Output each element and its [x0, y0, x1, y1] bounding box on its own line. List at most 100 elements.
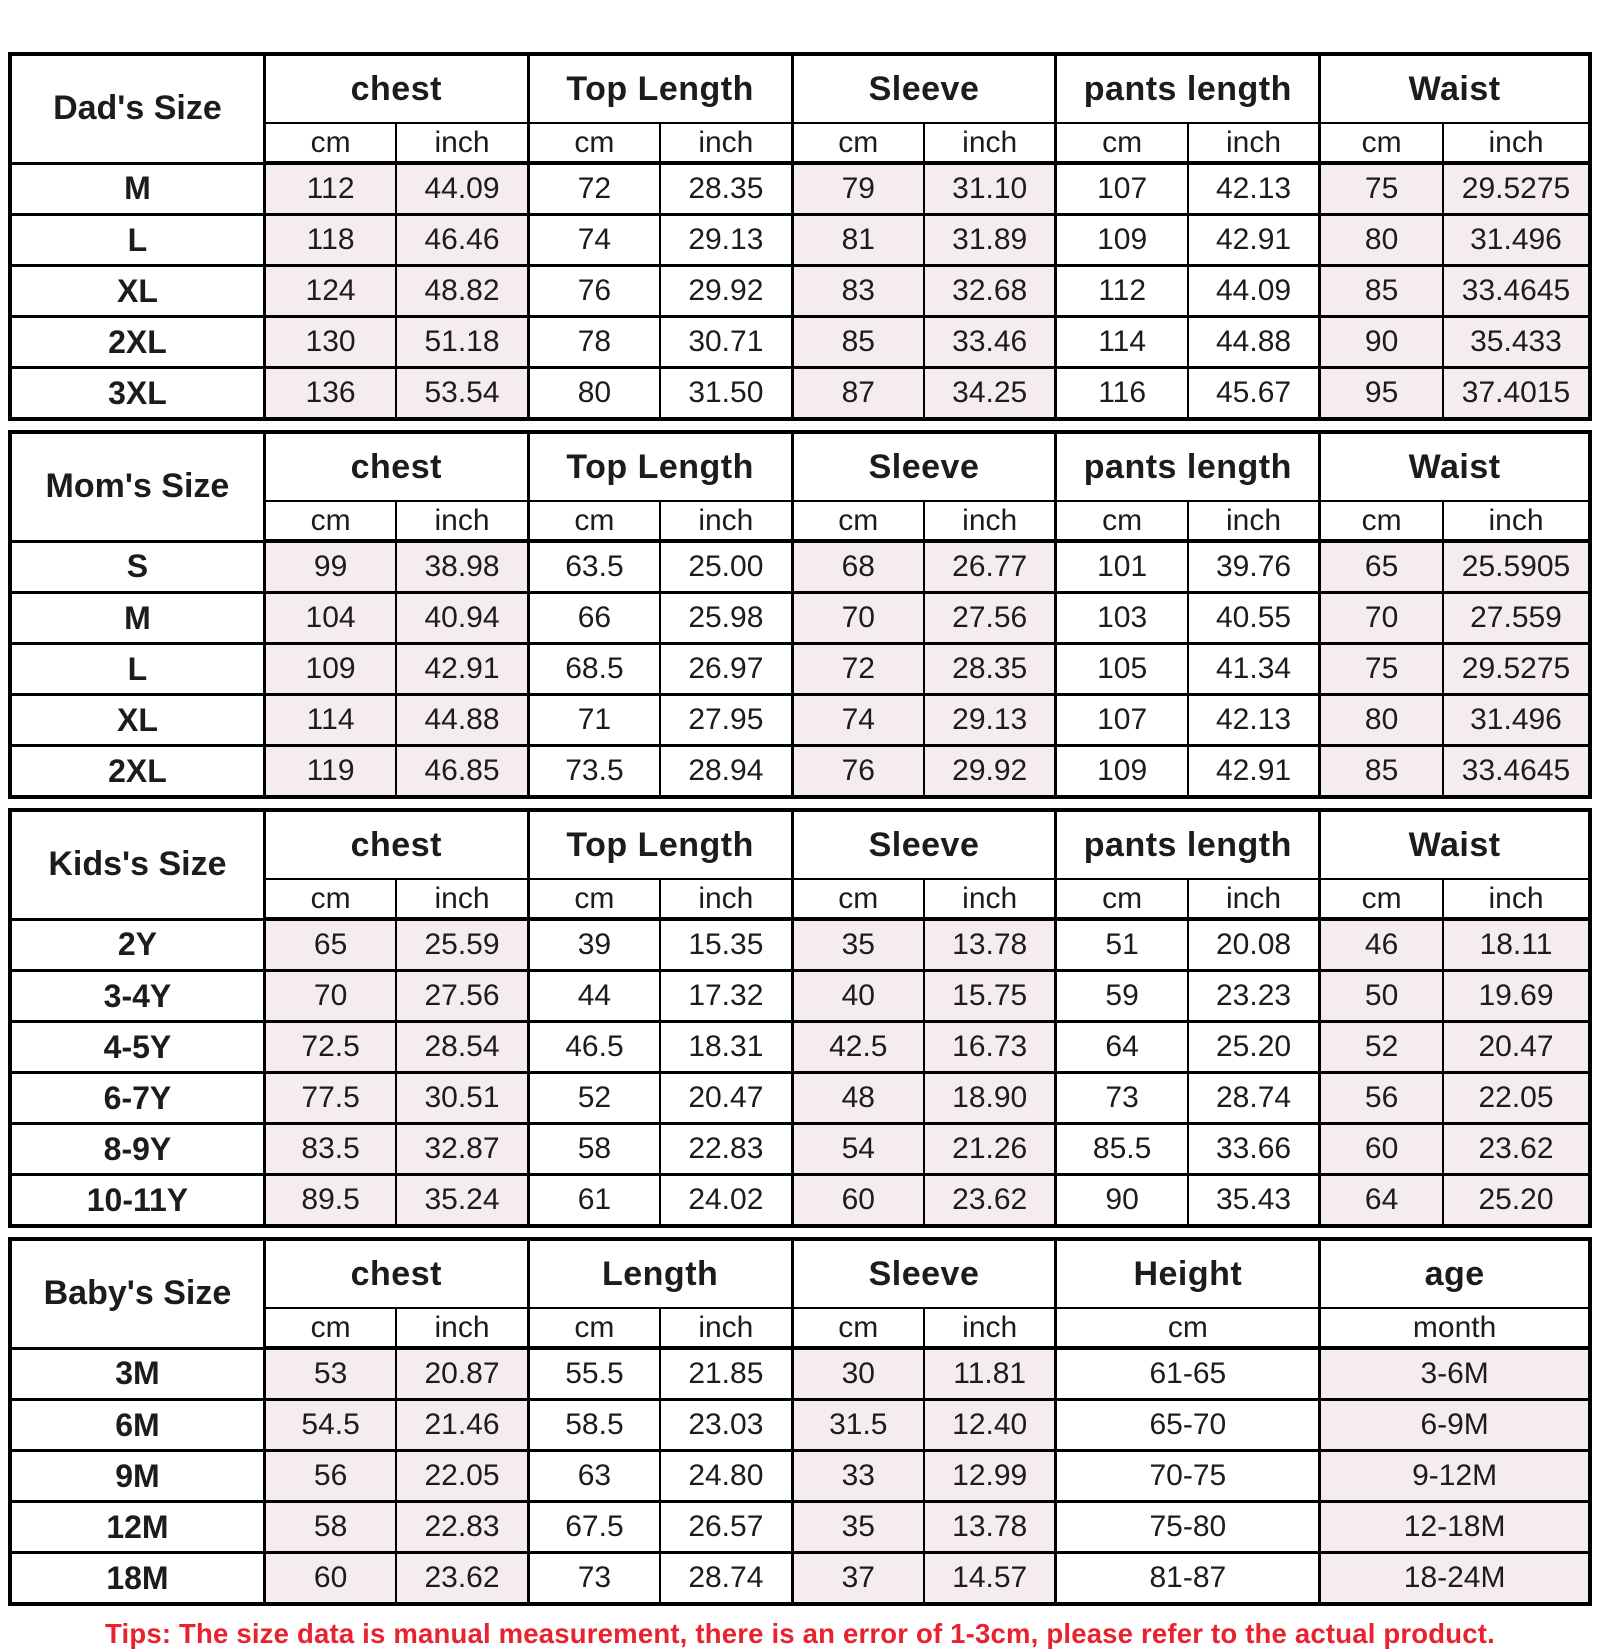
value-cell: 75-80	[1054, 1500, 1321, 1554]
value-cell: 70	[1318, 591, 1444, 645]
table-row: 8-9Y 83.5 32.87 58 22.83 54 21.26 85.5 33.66 60 23…	[8, 1122, 1592, 1176]
table-row: 3XL 136 53.54 80 31.50 87 34.25 116 45.67 95 37.40…	[8, 366, 1592, 420]
value-cell: 29.13	[659, 213, 794, 267]
value-cell: 73	[1054, 1071, 1189, 1125]
value-cell: 58	[262, 1500, 398, 1554]
row-size-label: 2XL	[8, 315, 266, 369]
value-cell: 101	[1054, 539, 1189, 594]
unit-header: cm	[790, 500, 925, 543]
value-cell: 26.77	[922, 539, 1057, 594]
value-cell: 28.35	[659, 161, 794, 216]
value-cell: 44.88	[395, 693, 530, 747]
value-cell: 52	[526, 1071, 662, 1125]
column-group-header: Length	[526, 1238, 794, 1309]
value-cell: 27.95	[659, 693, 794, 747]
table-row: 3-4Y 70 27.56 44 17.32 40 15.75 59 23.23 50 19.69	[8, 969, 1592, 1023]
value-cell: 83.5	[262, 1122, 398, 1176]
value-cell: 65-70	[1054, 1398, 1321, 1452]
value-cell: 48	[790, 1071, 925, 1125]
value-cell: 99	[262, 539, 398, 594]
column-group-header: age	[1318, 1238, 1592, 1309]
table-row: 2Y 65 25.59 39 15.35 35 13.78 51 20.08 46 18.11	[8, 917, 1592, 972]
value-cell: 29.5275	[1441, 642, 1592, 696]
value-cell: 85	[1318, 264, 1444, 318]
value-cell: 29.13	[922, 693, 1057, 747]
value-cell: 73.5	[526, 744, 662, 798]
value-cell: 44.09	[1186, 264, 1321, 318]
column-group-header: chest	[262, 431, 530, 502]
unit-header: cm	[1054, 878, 1189, 921]
value-cell: 76	[790, 744, 925, 798]
value-cell: 41.34	[1186, 642, 1321, 696]
value-cell: 77.5	[262, 1071, 398, 1125]
value-cell: 46.85	[395, 744, 530, 798]
column-group-header: pants length	[1054, 809, 1321, 880]
row-size-label: 3-4Y	[8, 969, 266, 1023]
table-row: 2XL 130 51.18 78 30.71 85 33.46 114 44.88 90 35.43…	[8, 315, 1592, 369]
table-row: 4-5Y 72.5 28.54 46.5 18.31 42.5 16.73 64 25.20 52…	[8, 1020, 1592, 1074]
value-cell: 112	[262, 161, 398, 216]
value-cell: 21.85	[659, 1346, 794, 1401]
unit-header: cm	[790, 122, 925, 165]
row-size-label: 3M	[8, 1346, 266, 1401]
size-table-section-1: Mom's Size chest Top Length Sleeve pants len…	[8, 430, 1592, 799]
size-table-section-2: Kids's Size chest Top Length Sleeve pants le…	[8, 808, 1592, 1228]
value-cell: 60	[262, 1551, 398, 1605]
value-cell: 45.67	[1186, 366, 1321, 420]
value-cell: 79	[790, 161, 925, 216]
value-cell: 56	[262, 1449, 398, 1503]
value-cell: 53	[262, 1346, 398, 1401]
value-cell: 65	[1318, 539, 1444, 594]
value-cell: 35.433	[1441, 315, 1592, 369]
value-cell: 78	[526, 315, 662, 369]
value-cell: 35	[790, 1500, 925, 1554]
unit-header: cm	[262, 878, 398, 921]
row-size-label: M	[8, 591, 266, 645]
value-cell: 48.82	[395, 264, 530, 318]
value-cell: 81-87	[1054, 1551, 1321, 1605]
value-cell: 30.51	[395, 1071, 530, 1125]
value-cell: 65	[262, 917, 398, 972]
unit-header: cm	[1054, 122, 1189, 165]
value-cell: 3-6M	[1318, 1346, 1592, 1401]
section-size-label: Kids's Size	[8, 809, 266, 920]
unit-header: cm	[1054, 500, 1189, 543]
row-size-label: 6M	[8, 1398, 266, 1452]
size-chart-tables: Dad's Size chest Top Length Sleeve pants len…	[8, 52, 1592, 1606]
value-cell: 74	[790, 693, 925, 747]
section-size-label: Mom's Size	[8, 431, 266, 542]
value-cell: 54.5	[262, 1398, 398, 1452]
value-cell: 52	[1318, 1020, 1444, 1074]
value-cell: 80	[526, 366, 662, 420]
unit-header: cm	[1318, 122, 1444, 165]
value-cell: 31.10	[922, 161, 1057, 216]
value-cell: 61-65	[1054, 1346, 1321, 1401]
value-cell: 54	[790, 1122, 925, 1176]
value-cell: 46	[1318, 917, 1444, 972]
value-cell: 31.496	[1441, 693, 1592, 747]
value-cell: 25.5905	[1441, 539, 1592, 594]
value-cell: 32.68	[922, 264, 1057, 318]
unit-header: inch	[659, 122, 794, 165]
value-cell: 26.57	[659, 1500, 794, 1554]
value-cell: 40	[790, 969, 925, 1023]
value-cell: 85.5	[1054, 1122, 1189, 1176]
value-cell: 107	[1054, 693, 1189, 747]
unit-header: inch	[922, 122, 1057, 165]
value-cell: 20.47	[659, 1071, 794, 1125]
row-size-label: 4-5Y	[8, 1020, 266, 1074]
value-cell: 114	[262, 693, 398, 747]
row-size-label: L	[8, 213, 266, 267]
value-cell: 42.91	[1186, 213, 1321, 267]
value-cell: 18.11	[1441, 917, 1592, 972]
table-row: 2XL 119 46.85 73.5 28.94 76 29.92 109 42.91 85 33.…	[8, 744, 1592, 798]
value-cell: 70	[790, 591, 925, 645]
value-cell: 28.54	[395, 1020, 530, 1074]
value-cell: 55.5	[526, 1346, 662, 1401]
unit-header: month	[1318, 1307, 1592, 1350]
value-cell: 130	[262, 315, 398, 369]
value-cell: 109	[1054, 213, 1189, 267]
table-row: M 104 40.94 66 25.98 70 27.56 103 40.55 70 27.559	[8, 591, 1592, 645]
value-cell: 119	[262, 744, 398, 798]
value-cell: 12.40	[922, 1398, 1057, 1452]
